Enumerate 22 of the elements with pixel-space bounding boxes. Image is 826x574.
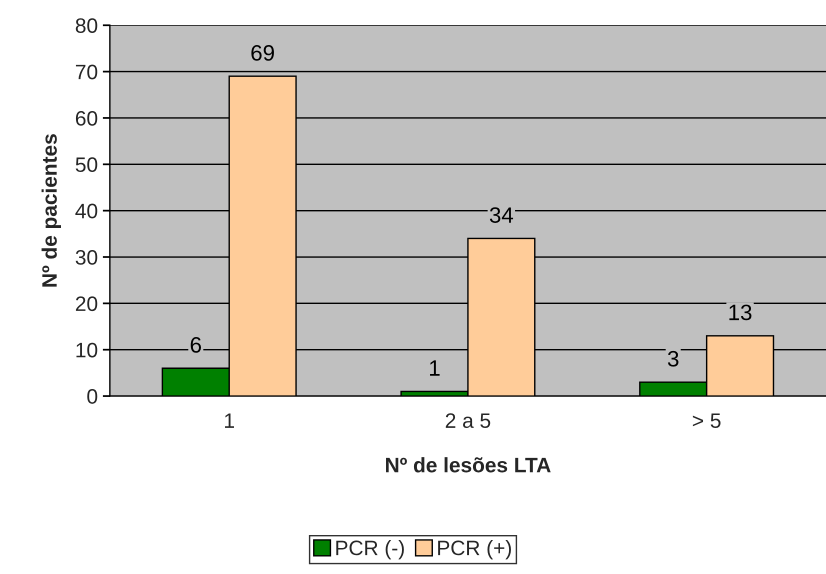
data-label: 3	[668, 350, 678, 367]
x-tick-label: 1	[225, 413, 234, 428]
y-tick-label: 0	[87, 389, 98, 404]
y-tick-label: 40	[75, 204, 98, 218]
y-tick-label: 30	[76, 250, 98, 265]
y-tick-label: 20	[76, 296, 98, 312]
x-axis-title: Nº de lesões LTA	[386, 457, 551, 472]
y-tick-label: 10	[76, 342, 98, 358]
x-tick-label: > 5	[692, 413, 721, 428]
x-tick-label: 2 a 5	[446, 413, 490, 428]
legend-label: PCR (+)	[438, 540, 511, 560]
y-tick-label: 60	[76, 110, 98, 126]
y-tick-label: 80	[76, 18, 98, 34]
data-label: 34	[490, 207, 514, 223]
y-tick-label: 70	[76, 64, 98, 80]
y-tick-label: 50	[76, 157, 98, 172]
data-label: 6	[190, 337, 201, 353]
data-label: 69	[251, 45, 274, 61]
legend-label: PCR (-)	[336, 540, 404, 560]
y-axis-title: Nº de pacientes	[42, 134, 61, 287]
data-label: 13	[729, 304, 752, 320]
data-label: 1	[430, 360, 440, 376]
